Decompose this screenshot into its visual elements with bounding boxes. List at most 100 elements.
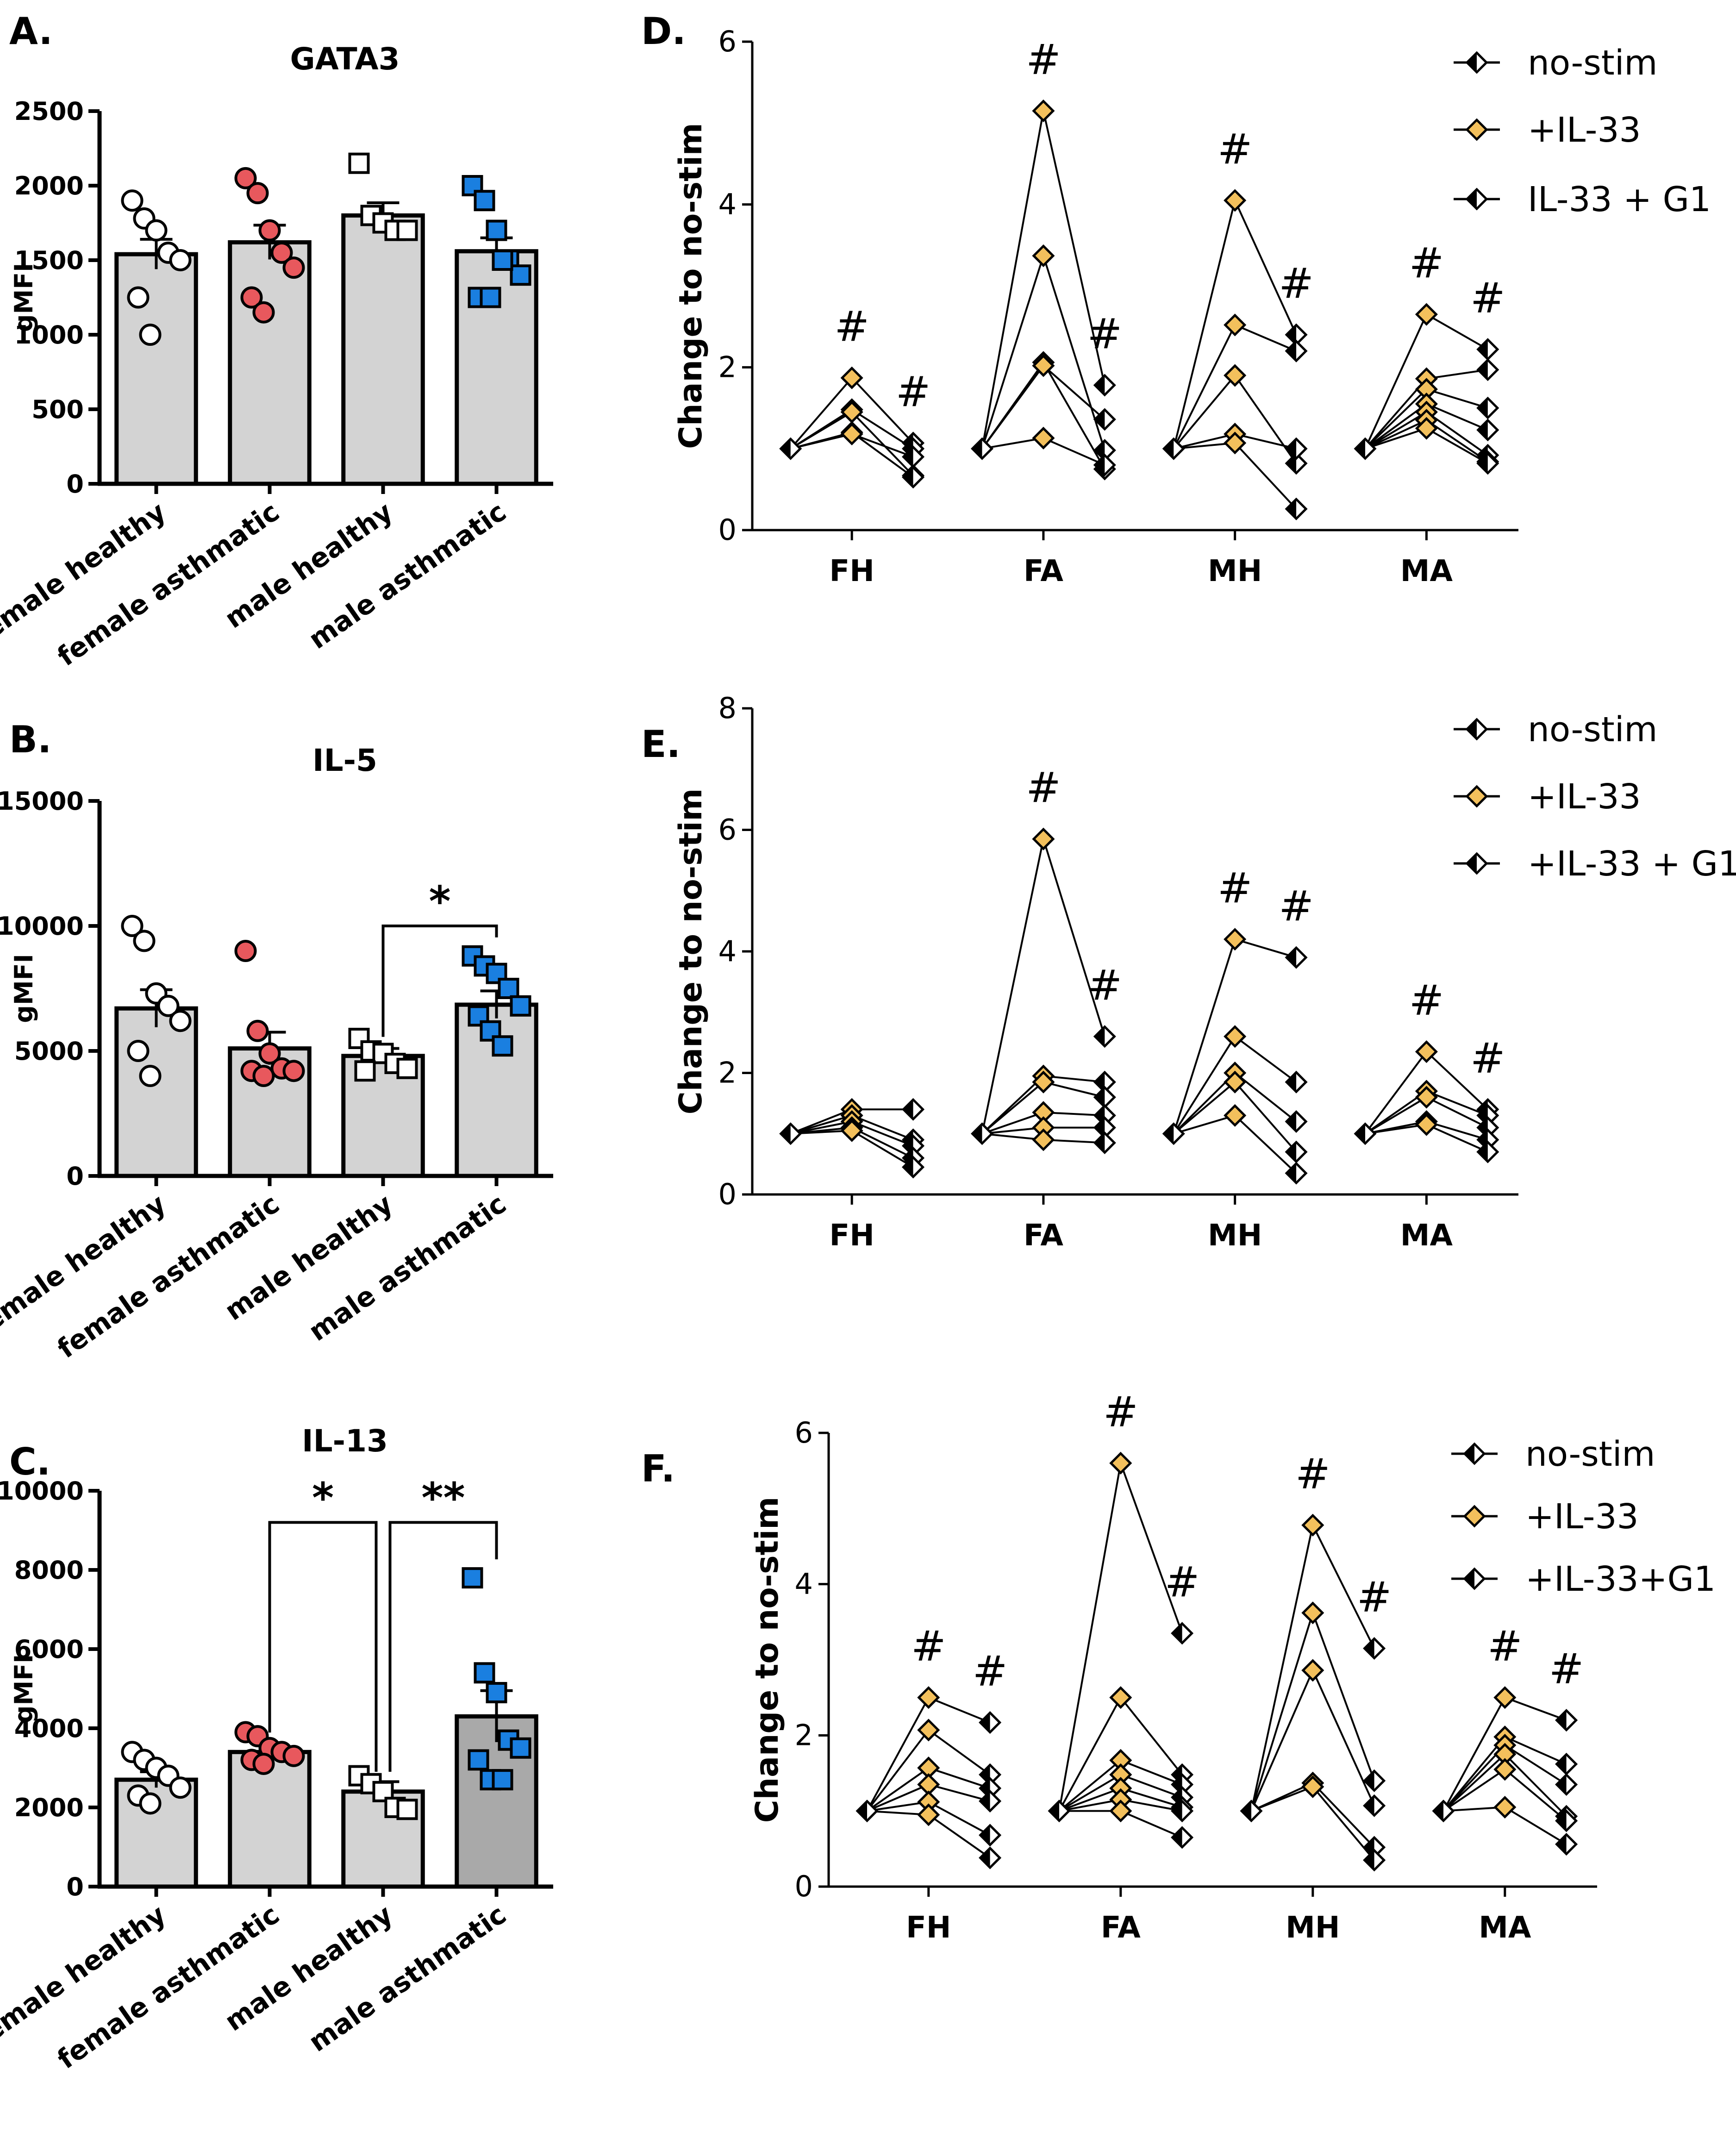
significance-hash: # <box>1087 310 1122 358</box>
connector-line <box>1043 365 1105 420</box>
point-il33 <box>840 422 863 446</box>
point-il33 <box>1493 1758 1517 1781</box>
data-point <box>169 249 192 271</box>
significance-hash: # <box>1470 1034 1505 1082</box>
y-tick-label: 0 <box>718 513 737 547</box>
data-point <box>240 286 263 309</box>
data-point <box>396 219 418 241</box>
connector-line <box>1058 1463 1122 1812</box>
point-no-stim-half <box>1049 1801 1059 1821</box>
point-il33 <box>840 1119 863 1142</box>
y-axis-label: Change to no-stim <box>673 123 709 449</box>
connector-line <box>1173 1114 1236 1135</box>
x-group-label-ma: MA <box>1479 1911 1531 1945</box>
point-il33-g1-half <box>1095 1072 1105 1092</box>
data-point <box>139 1792 162 1815</box>
connector-line <box>1365 419 1427 450</box>
connector-line <box>1426 369 1488 380</box>
y-tick-label: 4000 <box>14 1714 84 1743</box>
connector-line <box>1426 427 1488 464</box>
connector-line <box>866 1767 929 1812</box>
point-il33-g1-half <box>1095 1026 1105 1046</box>
significance-bracket <box>381 925 498 1037</box>
significance-marker: * <box>312 1474 334 1522</box>
point-il33-g1-half <box>1364 1771 1374 1791</box>
y-axis-label: gMFI <box>9 1654 38 1723</box>
connector-line <box>1504 1806 1567 1845</box>
point-no-stim-half <box>781 1124 791 1144</box>
point-il33-g1-half <box>1286 341 1297 361</box>
connector-line <box>1250 1613 1314 1812</box>
connector-line <box>1173 375 1236 450</box>
point-il33-g1-half <box>1478 360 1488 380</box>
connector-line <box>851 433 914 458</box>
chart-title: GATA3 <box>290 41 400 77</box>
y-tick-label: 6 <box>795 1416 813 1450</box>
legend-marker-no-stim-half <box>1467 719 1477 739</box>
y-tick-label: 0 <box>66 1162 84 1191</box>
point-il33 <box>1224 1104 1247 1127</box>
legend-marker-no-stim-half <box>1467 53 1477 72</box>
connector-line <box>790 1108 852 1135</box>
data-point <box>139 324 162 346</box>
data-point <box>492 1035 513 1057</box>
connector-line <box>1426 403 1488 431</box>
connector-line <box>1043 362 1106 470</box>
connector-line <box>1234 1081 1297 1153</box>
legend-marker-il33-g1-half <box>1467 854 1477 873</box>
data-point <box>480 287 501 308</box>
point-il33 <box>1415 303 1438 326</box>
connector-line <box>1234 1036 1297 1083</box>
significance-bracket <box>268 1521 378 1772</box>
connector-line <box>1173 325 1236 450</box>
significance-hash: # <box>1409 239 1444 288</box>
connector-line <box>866 1697 930 1812</box>
connector-line <box>1426 313 1488 350</box>
connector-line <box>1059 1799 1121 1812</box>
connector-line <box>1426 1124 1488 1153</box>
point-il33-g1-half <box>903 1157 913 1177</box>
y-tick-label: 10000 <box>0 912 84 941</box>
chart-title: IL-13 <box>302 1423 388 1459</box>
panel-label: D. <box>641 10 686 53</box>
data-point <box>492 250 513 271</box>
connector-line <box>1234 1114 1297 1174</box>
data-point <box>258 219 281 242</box>
connector-line <box>1235 433 1297 450</box>
connector-line <box>1365 1124 1427 1135</box>
data-point <box>348 152 370 174</box>
data-point <box>468 1749 489 1771</box>
x-category-label: male asthmatic <box>303 1899 512 2058</box>
point-il33-g1-half <box>980 1825 990 1845</box>
connector-line <box>981 255 1044 449</box>
significance-hash: # <box>1470 274 1505 323</box>
data-point <box>462 1567 483 1589</box>
bar-female-healthy <box>114 252 198 486</box>
data-point <box>145 219 168 242</box>
point-il33-g1-half <box>1095 1118 1105 1138</box>
point-il33-g1-half <box>1556 1710 1567 1730</box>
data-point <box>234 940 257 962</box>
y-axis-label: gMFI <box>9 263 38 332</box>
point-il33 <box>1032 99 1055 122</box>
point-il33 <box>1032 1070 1055 1094</box>
x-group-label-fa: FA <box>1024 554 1063 588</box>
connector-line <box>1426 1090 1488 1117</box>
y-tick-label: 6000 <box>14 1635 84 1664</box>
legend-label-no-stim: no-stim <box>1525 1434 1655 1474</box>
y-tick-label: 2000 <box>14 171 84 200</box>
point-il33-g1-half <box>1478 398 1488 418</box>
point-il33 <box>1109 1686 1132 1709</box>
significance-hash: # <box>1295 1450 1330 1498</box>
connector-line <box>1042 111 1106 386</box>
connector-line <box>1504 1736 1567 1765</box>
data-point <box>169 1010 192 1032</box>
y-tick-label: 2500 <box>14 97 84 126</box>
connector-line <box>1120 1799 1182 1812</box>
panel-label: F. <box>641 1447 675 1490</box>
point-il33-g1-half <box>903 1100 913 1119</box>
y-tick-label: 2 <box>718 350 737 384</box>
chart-title: IL-5 <box>312 743 377 778</box>
connector-line <box>1504 1753 1567 1817</box>
data-point <box>498 978 519 999</box>
